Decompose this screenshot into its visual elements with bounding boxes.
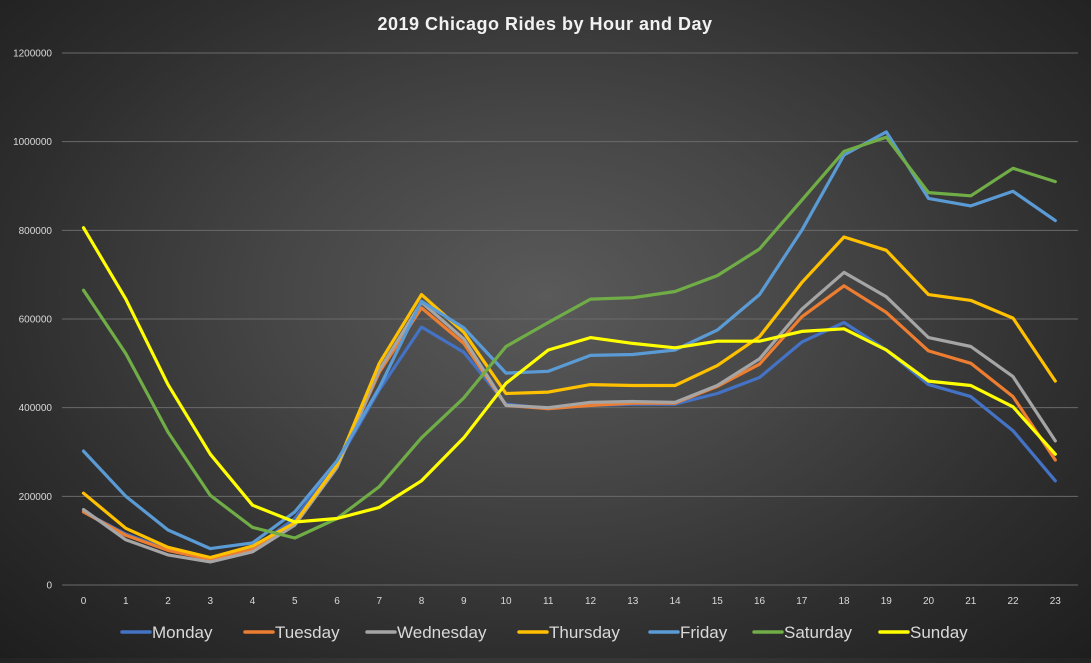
x-tick-label: 7 <box>376 596 382 607</box>
x-tick-label: 11 <box>543 596 554 607</box>
x-tick-label: 6 <box>334 596 340 607</box>
chart-title: 2019 Chicago Rides by Hour and Day <box>377 14 712 34</box>
x-tick-label: 10 <box>500 596 512 607</box>
y-tick-label: 200000 <box>19 492 53 503</box>
x-tick-label: 23 <box>1050 596 1062 607</box>
legend-label: Saturday <box>784 623 853 642</box>
x-tick-label: 4 <box>250 596 256 607</box>
y-tick-label: 1000000 <box>13 137 52 148</box>
legend: Monday Tuesday Wednesday Thursday Friday Satu… <box>120 623 968 642</box>
y-axis: 0 200000 400000 600000 800000 1000000 1200000 <box>13 49 52 592</box>
x-tick-label: 22 <box>1007 596 1019 607</box>
x-tick-label: 21 <box>965 596 977 607</box>
series-line-monday <box>81 320 1057 561</box>
x-tick-label: 15 <box>712 596 724 607</box>
x-tick-label: 16 <box>754 596 766 607</box>
x-tick-label: 0 <box>81 596 87 607</box>
gridlines <box>62 52 1078 586</box>
legend-label: Tuesday <box>275 623 340 642</box>
series-line-wednesday <box>81 270 1057 564</box>
x-tick-label: 2 <box>165 596 171 607</box>
x-tick-label: 9 <box>461 596 467 607</box>
y-tick-label: 1200000 <box>13 49 52 60</box>
y-tick-label: 600000 <box>19 315 53 326</box>
x-tick-label: 18 <box>838 596 850 607</box>
x-tick-label: 8 <box>419 596 425 607</box>
x-tick-label: 17 <box>796 596 808 607</box>
series-line-saturday <box>81 135 1057 540</box>
legend-label: Wednesday <box>397 623 487 642</box>
x-tick-label: 13 <box>627 596 639 607</box>
x-tick-label: 5 <box>292 596 298 607</box>
x-tick-label: 20 <box>923 596 935 607</box>
series-line-friday <box>81 130 1057 551</box>
legend-label: Friday <box>680 623 728 642</box>
legend-label: Sunday <box>910 623 968 642</box>
series-lines <box>81 130 1057 564</box>
legend-label: Thursday <box>549 623 620 642</box>
x-tick-label: 1 <box>123 596 129 607</box>
y-tick-label: 800000 <box>19 226 53 237</box>
x-tick-label: 19 <box>881 596 893 607</box>
legend-label: Monday <box>152 623 213 642</box>
x-tick-label: 14 <box>669 596 681 607</box>
x-axis: 0 1 2 3 4 5 6 7 8 9 10 11 12 13 14 15 16 17 18 19 20 21 22 23 <box>81 596 1062 607</box>
series-line-thursday <box>81 235 1057 560</box>
x-tick-label: 12 <box>585 596 597 607</box>
y-tick-label: 0 <box>46 581 52 592</box>
x-tick-label: 3 <box>207 596 213 607</box>
series-line-tuesday <box>81 284 1057 561</box>
series-line-sunday <box>81 226 1057 524</box>
y-tick-label: 400000 <box>19 403 53 414</box>
